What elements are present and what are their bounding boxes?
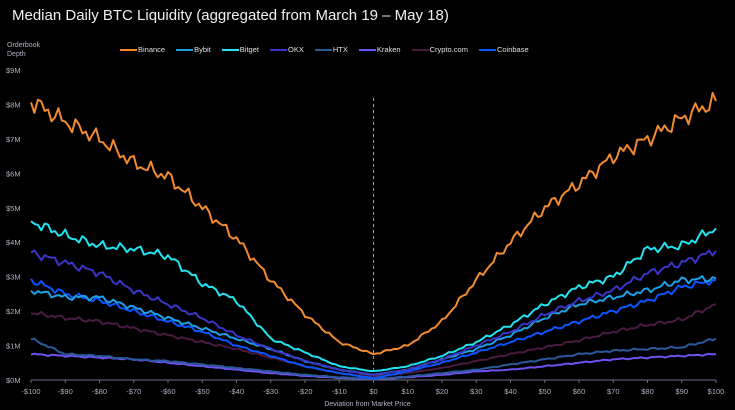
x-tick-label: -$40 xyxy=(229,387,244,396)
x-tick-label: $90 xyxy=(675,387,688,396)
x-tick-label: -$80 xyxy=(92,387,107,396)
y-tick-label: $3M xyxy=(6,273,21,282)
x-tick-label: -$70 xyxy=(126,387,141,396)
legend-label: Bitget xyxy=(239,45,259,54)
legend-label: Binance xyxy=(138,45,166,54)
x-tick-label: $80 xyxy=(641,387,654,396)
y-tick-label: $5M xyxy=(6,204,21,213)
x-tick-label: -$50 xyxy=(195,387,210,396)
legend-item: Kraken xyxy=(358,45,401,54)
series-line-cryptocom xyxy=(30,303,717,378)
legend-item: OKX xyxy=(269,45,304,54)
series-line-okx xyxy=(30,249,717,376)
x-tick-label: $20 xyxy=(436,387,449,396)
legend-label: OKX xyxy=(287,45,304,54)
x-tick-label: $70 xyxy=(607,387,620,396)
legend-swatch xyxy=(411,48,429,51)
legend-swatch xyxy=(176,48,194,51)
y-tick-label: $6M xyxy=(6,169,21,178)
y-tick-label: $8M xyxy=(6,100,21,109)
legend-swatch xyxy=(478,48,496,51)
series-line-binance xyxy=(30,91,717,356)
legend-item: Binance xyxy=(120,45,165,54)
legend-swatch xyxy=(221,48,239,51)
x-tick-label: -$30 xyxy=(263,387,278,396)
x-tick-label: -$100 xyxy=(21,387,40,396)
legend: Binance Bybit Bitget OKX HTX Kraken Crypto.com… xyxy=(120,45,529,54)
legend-item: Crypto.com xyxy=(411,45,468,54)
legend-item: Coinbase xyxy=(478,45,529,54)
legend-label: Crypto.com xyxy=(429,45,468,54)
x-tick-label: $30 xyxy=(470,387,483,396)
legend-label: Coinbase xyxy=(496,45,529,54)
legend-label: Kraken xyxy=(376,45,401,54)
y-tick-label: $2M xyxy=(6,307,21,316)
legend-swatch xyxy=(120,48,137,51)
legend-swatch xyxy=(358,48,376,51)
y-tick-label: $0M xyxy=(6,376,21,385)
legend-swatch xyxy=(269,48,287,51)
x-tick-label: $0 xyxy=(369,387,377,396)
legend-label: Bybit xyxy=(194,45,211,54)
x-tick-label: -$10 xyxy=(332,387,347,396)
x-tick-label: $40 xyxy=(504,387,517,396)
y-tick-label: $9M xyxy=(6,66,21,75)
legend-item: HTX xyxy=(314,45,348,54)
x-tick-label: $60 xyxy=(573,387,586,396)
legend-label: HTX xyxy=(332,45,348,54)
y-axis-label: Orderbook Depth xyxy=(7,42,41,58)
series-line-bitget xyxy=(30,220,717,372)
x-tick-label: $100 xyxy=(708,387,725,396)
x-tick-label: -$20 xyxy=(297,387,312,396)
legend-item: Bybit xyxy=(176,45,211,54)
chart-title: Median Daily BTC Liquidity (aggregated f… xyxy=(12,7,449,24)
y-tick-label: $7M xyxy=(6,135,21,144)
x-tick-label: -$60 xyxy=(160,387,175,396)
y-tick-label: $4M xyxy=(6,238,21,247)
x-tick-label: $10 xyxy=(401,387,414,396)
series-line-coinbase xyxy=(30,278,717,380)
legend-item: Bitget xyxy=(221,45,259,54)
x-axis-label: Deviation from Market Price xyxy=(324,401,411,408)
x-tick-label: $50 xyxy=(538,387,551,396)
legend-swatch xyxy=(314,48,332,51)
y-tick-label: $1M xyxy=(6,342,21,351)
x-tick-label: -$90 xyxy=(58,387,73,396)
